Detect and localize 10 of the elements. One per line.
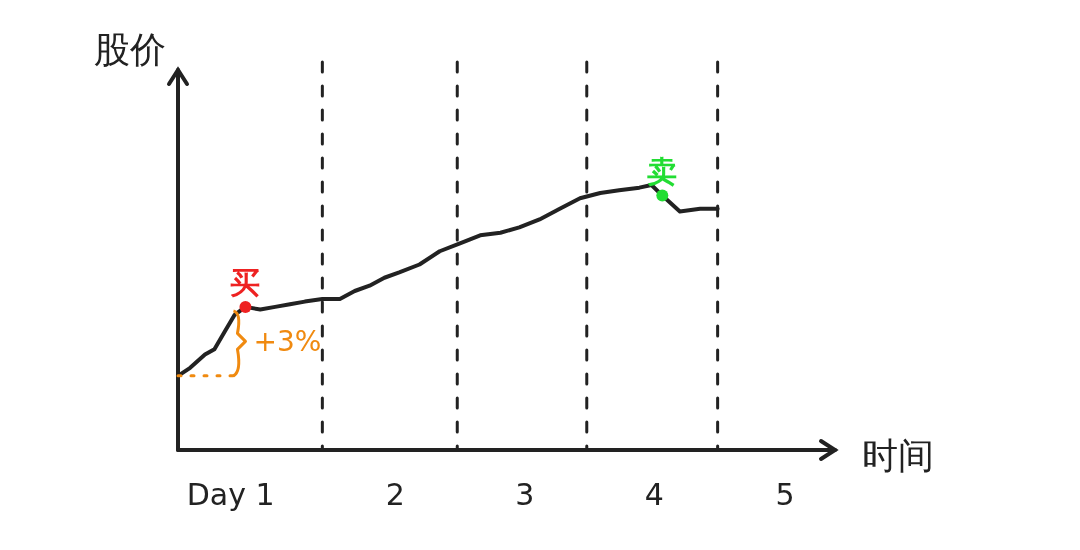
x-axis-title: 时间 bbox=[862, 435, 934, 476]
annotation: 买 bbox=[230, 264, 261, 300]
x-tick-label: 4 bbox=[644, 477, 664, 512]
x-tick-label: 5 bbox=[775, 477, 795, 512]
y-axis-title: 股价 bbox=[94, 29, 166, 70]
x-tick-label: Day 1 bbox=[186, 477, 275, 512]
annotation: +3% bbox=[253, 325, 322, 359]
annotation: 卖 bbox=[647, 153, 678, 189]
x-tick-label: 3 bbox=[515, 477, 535, 512]
x-tick-label: 2 bbox=[385, 477, 405, 512]
